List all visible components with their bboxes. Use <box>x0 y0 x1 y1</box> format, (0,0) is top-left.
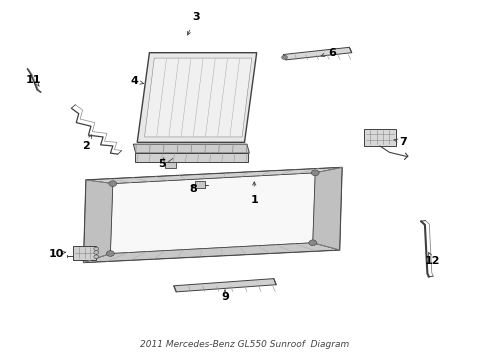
Polygon shape <box>110 173 315 253</box>
Polygon shape <box>194 181 204 188</box>
Text: 5: 5 <box>158 159 165 169</box>
Circle shape <box>94 247 99 251</box>
Text: 11: 11 <box>26 75 41 85</box>
Circle shape <box>94 251 99 254</box>
Polygon shape <box>363 129 395 146</box>
Text: 12: 12 <box>424 256 439 266</box>
Polygon shape <box>144 58 251 137</box>
Circle shape <box>311 170 319 176</box>
Text: 1: 1 <box>250 195 258 205</box>
Text: 4: 4 <box>131 76 139 86</box>
Polygon shape <box>283 47 351 60</box>
Polygon shape <box>133 144 249 153</box>
Polygon shape <box>73 246 96 260</box>
Polygon shape <box>83 243 339 262</box>
Circle shape <box>94 255 99 258</box>
Polygon shape <box>135 153 248 162</box>
Text: 6: 6 <box>327 48 336 58</box>
Polygon shape <box>173 279 276 292</box>
Circle shape <box>281 55 287 59</box>
Circle shape <box>109 181 117 186</box>
Text: 10: 10 <box>49 248 64 258</box>
Polygon shape <box>83 167 341 262</box>
Circle shape <box>308 240 316 246</box>
Text: 9: 9 <box>221 292 228 302</box>
Polygon shape <box>86 167 341 184</box>
Polygon shape <box>137 53 256 142</box>
Text: 2: 2 <box>82 141 90 151</box>
Polygon shape <box>312 167 341 250</box>
Text: 8: 8 <box>189 184 197 194</box>
Text: 2011 Mercedes-Benz GL550 Sunroof  Diagram: 2011 Mercedes-Benz GL550 Sunroof Diagram <box>140 341 348 350</box>
Circle shape <box>106 251 114 256</box>
Polygon shape <box>83 180 113 262</box>
Text: 3: 3 <box>191 12 199 22</box>
Polygon shape <box>164 162 176 168</box>
Text: 7: 7 <box>398 138 406 147</box>
